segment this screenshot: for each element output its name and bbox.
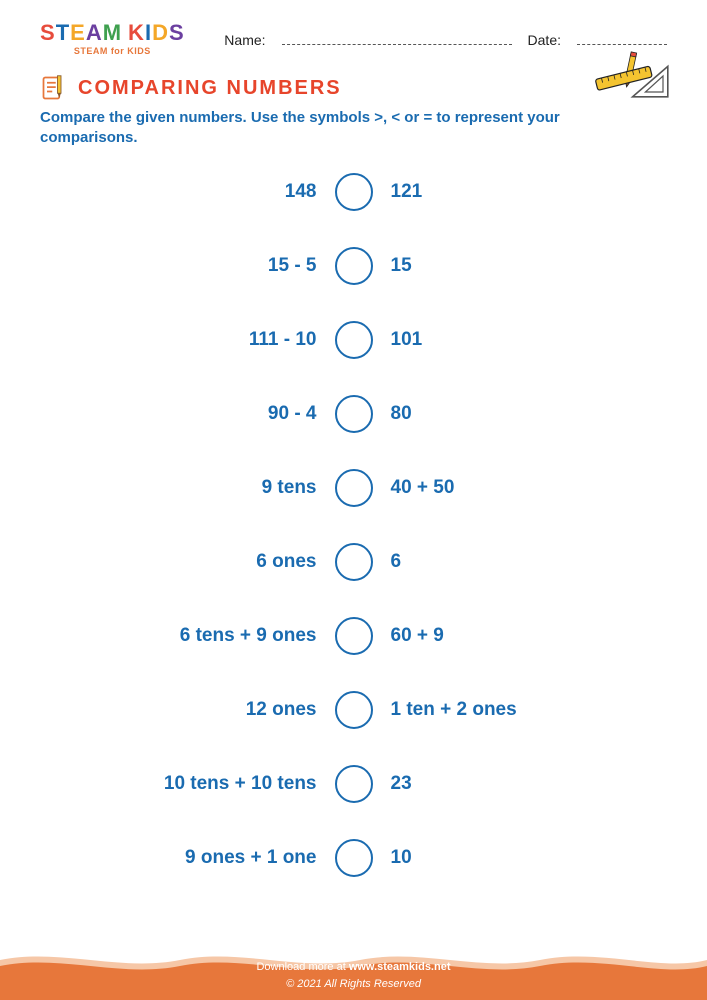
worksheet-icon (40, 74, 68, 102)
footer-line1-prefix: Download more at (256, 961, 348, 973)
problem-row: 9 tens 40 + 50 (40, 451, 667, 525)
problem-left: 90 - 4 (95, 403, 335, 425)
problem-row: 111 - 10 101 (40, 303, 667, 377)
answer-circle[interactable] (335, 321, 373, 359)
problem-left: 111 - 10 (95, 329, 335, 351)
problem-right: 80 (373, 403, 613, 425)
problem-right: 60 + 9 (373, 625, 613, 647)
name-label: Name: (224, 32, 265, 48)
problem-left: 12 ones (95, 699, 335, 721)
problem-left: 6 ones (95, 551, 335, 573)
problem-right: 40 + 50 (373, 477, 613, 499)
problem-row: 6 tens + 9 ones 60 + 9 (40, 599, 667, 673)
page-title: COMPARING NUMBERS (78, 77, 342, 100)
answer-circle[interactable] (335, 765, 373, 803)
answer-circle[interactable] (335, 247, 373, 285)
problem-row: 10 tens + 10 tens 23 (40, 747, 667, 821)
answer-circle[interactable] (335, 469, 373, 507)
problem-right: 10 (373, 847, 613, 869)
name-date-fields: Name: Date: (224, 31, 667, 48)
problems-list: 148 121 15 - 5 15 111 - 10 101 90 - 4 80… (0, 153, 707, 895)
problem-right: 23 (373, 773, 613, 795)
problem-right: 15 (373, 255, 613, 277)
instructions-text: Compare the given numbers. Use the symbo… (0, 102, 600, 153)
problem-left: 15 - 5 (95, 255, 335, 277)
problem-left: 9 ones + 1 one (95, 847, 335, 869)
problem-row: 6 ones 6 (40, 525, 667, 599)
footer-text: Download more at www.steamkids.net © 202… (0, 959, 707, 992)
worksheet-page: STEAMKIDS STEAM for KIDS Name: Date: COM… (0, 0, 707, 1000)
problem-left: 148 (95, 181, 335, 203)
problem-left: 9 tens (95, 477, 335, 499)
logo: STEAMKIDS STEAM for KIDS (40, 22, 185, 56)
title-row: COMPARING NUMBERS (0, 64, 707, 102)
answer-circle[interactable] (335, 173, 373, 211)
footer-site: www.steamkids.net (349, 961, 451, 973)
date-label: Date: (528, 32, 561, 48)
problem-right: 1 ten + 2 ones (373, 699, 613, 721)
answer-circle[interactable] (335, 617, 373, 655)
answer-circle[interactable] (335, 395, 373, 433)
problem-right: 101 (373, 329, 613, 351)
answer-circle[interactable] (335, 543, 373, 581)
problem-left: 10 tens + 10 tens (95, 773, 335, 795)
name-input-line[interactable] (282, 31, 512, 45)
problem-right: 6 (373, 551, 613, 573)
problem-right: 121 (373, 181, 613, 203)
logo-subtitle: STEAM for KIDS (74, 46, 151, 56)
date-input-line[interactable] (577, 31, 667, 45)
problem-row: 15 - 5 15 (40, 229, 667, 303)
ruler-pencil-triangle-icon (591, 50, 671, 110)
problem-left: 6 tens + 9 ones (95, 625, 335, 647)
answer-circle[interactable] (335, 839, 373, 877)
footer-copyright: © 2021 All Rights Reserved (286, 978, 421, 990)
problem-row: 9 ones + 1 one 10 (40, 821, 667, 895)
problem-row: 12 ones 1 ten + 2 ones (40, 673, 667, 747)
logo-main-text: STEAMKIDS (40, 22, 185, 44)
problem-row: 90 - 4 80 (40, 377, 667, 451)
answer-circle[interactable] (335, 691, 373, 729)
problem-row: 148 121 (40, 155, 667, 229)
